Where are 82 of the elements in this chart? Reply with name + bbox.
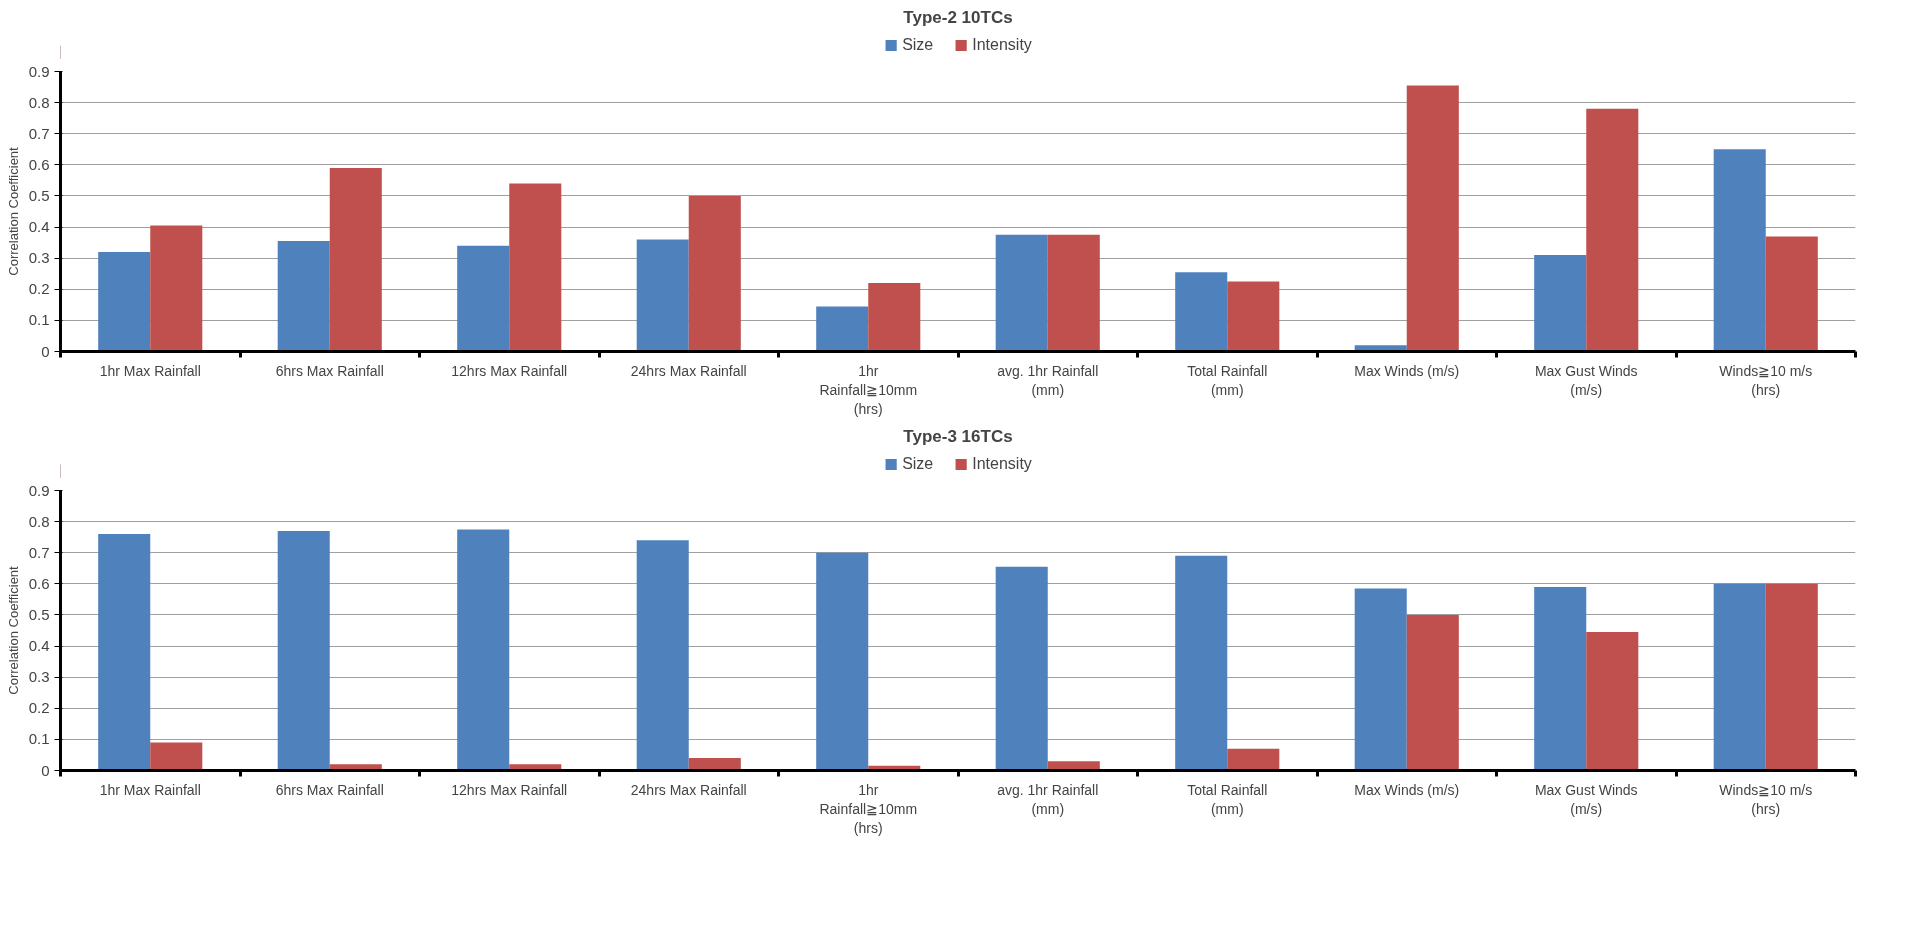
x-tick-label: avg. 1hr Rainfall (mm) <box>997 362 1099 398</box>
y-tick-label: 0.6 <box>28 574 50 592</box>
bar <box>509 183 562 352</box>
y-tick-label: 0.9 <box>28 481 50 499</box>
x-tick-label: 1hr Rainfall≧10mm (hrs) <box>819 362 918 417</box>
bar <box>688 195 741 352</box>
x-tick-label: 24hrs Max Rainfall <box>630 362 747 379</box>
x-tick-label: 12hrs Max Rainfall <box>451 781 568 798</box>
bar <box>1227 281 1280 352</box>
bar <box>816 306 869 352</box>
legend-label: Size <box>902 455 934 473</box>
x-tick-label: Max Winds (m/s) <box>1354 781 1460 798</box>
legend-label: Intensity <box>972 455 1032 473</box>
x-tick-label: 24hrs Max Rainfall <box>630 781 747 798</box>
bar <box>1406 614 1459 771</box>
bar <box>1534 586 1587 771</box>
y-tick-label: 0.3 <box>28 668 50 686</box>
x-tick-label: Winds≧10 m/s (hrs) <box>1719 362 1813 398</box>
bar <box>1713 149 1766 352</box>
chart-title: Type-2 10TCs <box>903 7 1013 27</box>
bar <box>277 241 330 352</box>
bar <box>636 540 689 771</box>
y-tick-label: 0.4 <box>28 218 50 236</box>
x-tick-label: 12hrs Max Rainfall <box>451 362 568 379</box>
bar <box>1354 588 1407 771</box>
y-tick-label: 0.2 <box>28 699 50 717</box>
bar <box>457 245 510 352</box>
bar <box>98 251 151 352</box>
y-tick-label: 0.6 <box>28 155 50 173</box>
x-tick-label: 1hr Rainfall≧10mm (hrs) <box>819 781 918 836</box>
x-tick-label: avg. 1hr Rainfall (mm) <box>997 781 1099 817</box>
y-tick-label: 0.7 <box>28 543 50 561</box>
bar <box>1406 85 1459 352</box>
bar <box>995 234 1048 352</box>
x-tick-label: Winds≧10 m/s (hrs) <box>1719 781 1813 817</box>
bar <box>1047 234 1100 352</box>
y-tick-label: 0.2 <box>28 280 50 298</box>
bar <box>816 552 869 771</box>
x-tick-label: Max Gust Winds (m/s) <box>1534 781 1638 817</box>
chart-title: Type-3 16TCs <box>903 426 1013 446</box>
x-tick-label: 1hr Max Rainfall <box>99 362 201 379</box>
y-tick-label: 0.8 <box>28 512 50 530</box>
x-tick-label: Max Winds (m/s) <box>1354 362 1460 379</box>
y-tick-label: 0.1 <box>28 311 50 329</box>
bar <box>1175 272 1228 352</box>
y-tick-label: 0.1 <box>28 730 50 748</box>
bar <box>1713 583 1766 771</box>
bar <box>277 530 330 771</box>
x-tick-label: 6hrs Max Rainfall <box>275 781 384 798</box>
bar <box>1765 583 1818 771</box>
y-tick-label: 0.4 <box>28 637 50 655</box>
y-tick-label: 0.3 <box>28 249 50 267</box>
legend-label: Size <box>902 36 934 54</box>
bar <box>150 225 203 352</box>
bar <box>1175 555 1228 771</box>
y-axis-title: Correlation Coefficient <box>5 565 21 695</box>
bar <box>150 742 203 771</box>
bar <box>868 283 921 352</box>
bar <box>98 534 151 771</box>
bar <box>1534 255 1587 352</box>
x-tick-label: Total Rainfall (mm) <box>1187 362 1268 398</box>
x-tick-label: 6hrs Max Rainfall <box>275 362 384 379</box>
y-tick-label: 0.9 <box>28 62 50 80</box>
legend-label: Intensity <box>972 36 1032 54</box>
y-tick-label: 0.7 <box>28 124 50 142</box>
bar <box>995 566 1048 771</box>
bar <box>1765 236 1818 352</box>
bar <box>1586 108 1639 352</box>
y-tick-label: 0.5 <box>28 186 50 204</box>
y-tick-label: 0 <box>41 761 50 779</box>
bar <box>457 529 510 771</box>
x-tick-label: Max Gust Winds (m/s) <box>1534 362 1638 398</box>
y-tick-label: 0 <box>41 342 50 360</box>
bar <box>1586 632 1639 771</box>
bar <box>329 167 382 352</box>
x-tick-label: 1hr Max Rainfall <box>99 781 201 798</box>
y-axis-title: Correlation Coefficient <box>5 146 21 276</box>
y-tick-label: 0.8 <box>28 93 50 111</box>
bar <box>636 239 689 352</box>
x-tick-label: Total Rainfall (mm) <box>1187 781 1268 817</box>
y-tick-label: 0.5 <box>28 605 50 623</box>
bar <box>1227 748 1280 771</box>
